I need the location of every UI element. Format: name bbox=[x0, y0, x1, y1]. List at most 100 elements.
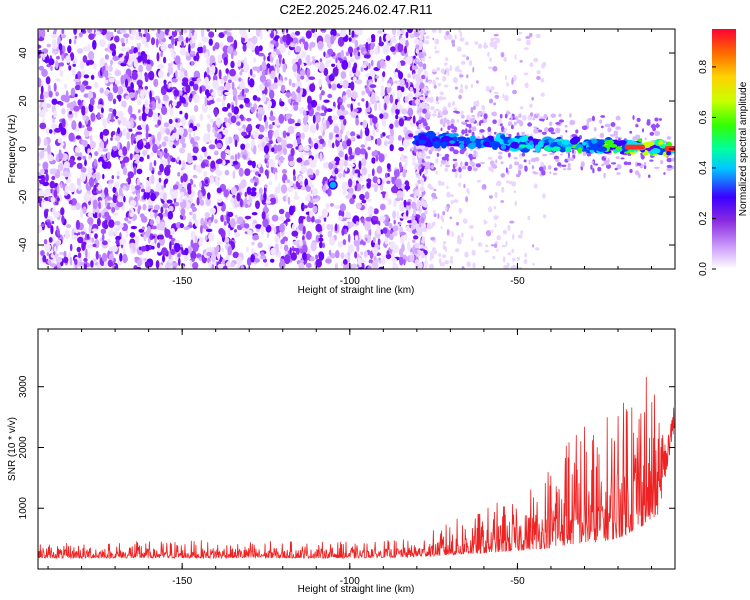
noise-tail-cell bbox=[449, 194, 454, 198]
noise-cell bbox=[43, 138, 48, 147]
noise-cell bbox=[310, 241, 317, 252]
noise-cell bbox=[372, 176, 378, 184]
noise-cell bbox=[188, 133, 192, 140]
noise-cell bbox=[131, 71, 138, 80]
noise-cell bbox=[117, 141, 120, 151]
noise-cell bbox=[104, 54, 109, 60]
band-halo-cell bbox=[499, 113, 503, 119]
noise-cell bbox=[380, 90, 385, 97]
noise-cell bbox=[230, 115, 237, 124]
noise-cell bbox=[385, 253, 392, 260]
noise-cell bbox=[266, 232, 270, 238]
noise-cell bbox=[287, 118, 294, 125]
noise-tail-cell bbox=[512, 257, 516, 262]
noise-cell bbox=[230, 60, 235, 69]
noise-cell bbox=[269, 140, 273, 145]
noise-cell bbox=[143, 191, 147, 200]
noise-cell bbox=[216, 142, 223, 149]
noise-cell bbox=[128, 49, 134, 55]
noise-cell bbox=[245, 246, 250, 253]
noise-cell bbox=[64, 229, 70, 240]
noise-cell bbox=[61, 53, 65, 61]
noise-cell bbox=[252, 234, 260, 241]
noise-cell bbox=[165, 262, 170, 269]
noise-cell bbox=[365, 107, 371, 113]
noise-cell bbox=[236, 121, 241, 126]
noise-cell bbox=[262, 93, 267, 103]
noise-cell bbox=[204, 235, 208, 241]
noise-cell bbox=[383, 94, 390, 105]
signal-cell bbox=[528, 140, 534, 146]
noise-cell bbox=[250, 106, 256, 113]
noise-cell bbox=[167, 210, 174, 220]
noise-cell bbox=[80, 231, 86, 235]
noise-cell bbox=[250, 254, 256, 263]
noise-cell bbox=[170, 249, 176, 255]
noise-cell bbox=[106, 31, 112, 41]
noise-cell bbox=[354, 39, 359, 49]
noise-cell bbox=[153, 160, 157, 167]
noise-cell bbox=[305, 230, 312, 240]
noise-cell bbox=[291, 82, 296, 88]
band-halo-cell bbox=[517, 119, 523, 124]
noise-cell bbox=[68, 38, 72, 45]
noise-cell bbox=[127, 171, 134, 179]
noise-cell bbox=[38, 136, 41, 146]
noise-cell bbox=[365, 237, 368, 242]
noise-cell bbox=[269, 115, 276, 122]
noise-tail-cell bbox=[432, 210, 436, 213]
noise-tail-cell bbox=[460, 83, 463, 90]
noise-cell bbox=[223, 189, 229, 198]
noise-tail-cell bbox=[531, 165, 535, 170]
noise-cell bbox=[177, 253, 181, 258]
snr-x-tick-label: -50 bbox=[510, 576, 525, 587]
noise-cell bbox=[294, 30, 301, 36]
noise-cell bbox=[161, 141, 167, 147]
band-halo-cell bbox=[521, 131, 525, 136]
noise-cell bbox=[251, 248, 255, 254]
noise-tail-cell bbox=[459, 74, 464, 78]
noise-cell bbox=[93, 184, 97, 192]
noise-tail-cell bbox=[481, 184, 487, 190]
colorbar-gradient bbox=[712, 29, 736, 269]
noise-cell bbox=[117, 195, 123, 203]
noise-cell bbox=[145, 142, 149, 150]
noise-cell bbox=[190, 50, 196, 55]
noise-tail-cell bbox=[428, 80, 432, 84]
noise-cell bbox=[168, 234, 173, 240]
band-halo-cell bbox=[424, 113, 431, 119]
noise-cell bbox=[300, 216, 306, 220]
noise-cell bbox=[226, 260, 231, 267]
noise-tail-cell bbox=[476, 122, 479, 127]
noise-cell bbox=[282, 130, 287, 139]
noise-tail-cell bbox=[442, 211, 446, 216]
noise-cell bbox=[299, 70, 306, 76]
noise-cell bbox=[321, 105, 326, 111]
noise-cell bbox=[251, 187, 257, 192]
noise-cell bbox=[172, 29, 176, 32]
band-halo-cell bbox=[666, 164, 673, 169]
noise-cell bbox=[236, 60, 242, 67]
noise-tail-cell bbox=[514, 201, 517, 207]
noise-tail-cell bbox=[505, 240, 508, 247]
band-halo-cell bbox=[450, 118, 455, 124]
noise-tail-cell bbox=[418, 123, 423, 128]
noise-cell bbox=[137, 109, 141, 114]
noise-tail-cell bbox=[431, 192, 437, 198]
noise-cell bbox=[235, 96, 238, 107]
noise-tail-cell bbox=[542, 193, 546, 199]
noise-tail-cell bbox=[488, 166, 493, 172]
noise-tail-cell bbox=[431, 221, 434, 228]
noise-cell bbox=[312, 188, 318, 196]
noise-tail-cell bbox=[428, 263, 435, 269]
noise-tail-cell bbox=[524, 252, 527, 258]
noise-cell bbox=[247, 38, 253, 42]
noise-cell bbox=[309, 83, 316, 92]
noise-cell bbox=[181, 40, 184, 48]
noise-cell bbox=[95, 250, 99, 260]
noise-cell bbox=[269, 258, 275, 263]
noise-cell bbox=[94, 151, 99, 157]
noise-cell bbox=[300, 41, 304, 48]
noise-cell bbox=[215, 170, 223, 177]
noise-cell bbox=[238, 167, 244, 177]
